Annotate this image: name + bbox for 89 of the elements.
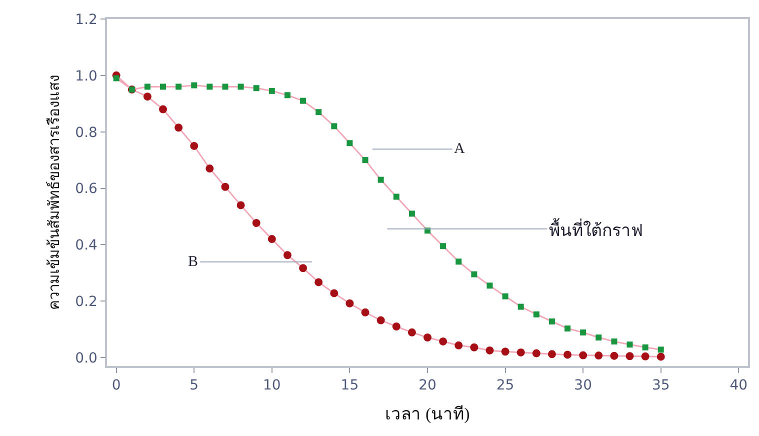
point — [191, 82, 198, 88]
point — [206, 164, 214, 173]
point — [346, 299, 354, 308]
y-tick-label: 1.2 — [75, 12, 98, 28]
point — [252, 218, 260, 227]
y-tick-label: 0.6 — [75, 181, 98, 198]
point — [113, 75, 120, 82]
point — [580, 329, 586, 336]
x-tick-label: 5 — [190, 378, 199, 394]
point — [160, 84, 166, 90]
point — [143, 92, 152, 101]
point — [548, 318, 555, 324]
y-tick-label: 0.4 — [75, 238, 98, 254]
y-tick-label: 0.8 — [75, 124, 98, 141]
point — [346, 140, 353, 146]
point — [548, 350, 556, 358]
point — [658, 346, 664, 353]
point — [579, 351, 588, 360]
x-tick-label: 0 — [112, 378, 121, 394]
point — [424, 334, 432, 342]
point — [314, 278, 323, 286]
point — [596, 334, 602, 341]
annotation: พื้นที่ใต้กราฟ — [549, 218, 643, 240]
point — [518, 304, 524, 310]
point — [253, 85, 260, 92]
point — [564, 325, 571, 332]
point — [361, 308, 370, 316]
point — [564, 350, 572, 359]
point — [594, 352, 603, 360]
x-tick-label: 35 — [652, 378, 670, 394]
point — [222, 84, 228, 90]
point — [532, 349, 540, 358]
y-tick-label: 1.0 — [75, 68, 98, 84]
point — [439, 337, 448, 346]
point — [486, 346, 494, 354]
point — [316, 109, 322, 116]
x-tick-label: 40 — [730, 378, 748, 394]
point — [300, 98, 306, 104]
point — [471, 271, 478, 278]
x-tick-label: 25 — [496, 378, 514, 394]
point — [376, 316, 385, 324]
point — [642, 344, 648, 350]
point — [176, 84, 182, 90]
point — [144, 84, 150, 90]
point — [330, 289, 338, 298]
point — [392, 322, 400, 330]
point — [626, 352, 634, 360]
point — [268, 88, 275, 94]
point — [408, 328, 416, 336]
x-tick-label: 10 — [263, 378, 281, 394]
point — [238, 84, 244, 90]
x-tick-label: 30 — [574, 378, 592, 394]
point — [408, 210, 415, 217]
point — [190, 142, 198, 150]
point — [284, 92, 290, 98]
point — [206, 84, 213, 90]
point — [641, 352, 650, 360]
point — [486, 282, 493, 289]
point — [610, 352, 618, 360]
point — [626, 342, 633, 348]
point — [331, 123, 338, 130]
point — [454, 341, 463, 350]
point — [533, 311, 540, 318]
point — [362, 157, 368, 164]
point — [174, 124, 183, 132]
y-axis-title: ความเข้มข้นสัมพัทธ์ของสารเรืองแสง — [46, 75, 63, 310]
annotation: B — [188, 254, 198, 270]
point — [299, 264, 308, 272]
point — [283, 251, 292, 260]
point — [456, 258, 462, 265]
x-tick-label: 20 — [418, 378, 436, 394]
point — [502, 293, 508, 300]
x-tick-label: 15 — [340, 378, 359, 394]
x-axis-title: เวลา (นาที) — [385, 404, 470, 424]
point — [236, 201, 245, 210]
point — [611, 338, 618, 344]
point — [159, 105, 168, 114]
annotation: A — [454, 141, 465, 157]
point — [268, 235, 276, 244]
point — [221, 182, 230, 191]
point — [393, 194, 400, 200]
point — [378, 176, 384, 183]
point — [440, 243, 446, 250]
point — [470, 343, 478, 352]
point — [656, 352, 665, 361]
point — [516, 348, 525, 356]
y-tick-label: 0.0 — [75, 350, 98, 366]
y-tick-label: 0.2 — [75, 294, 98, 310]
point — [501, 348, 510, 356]
